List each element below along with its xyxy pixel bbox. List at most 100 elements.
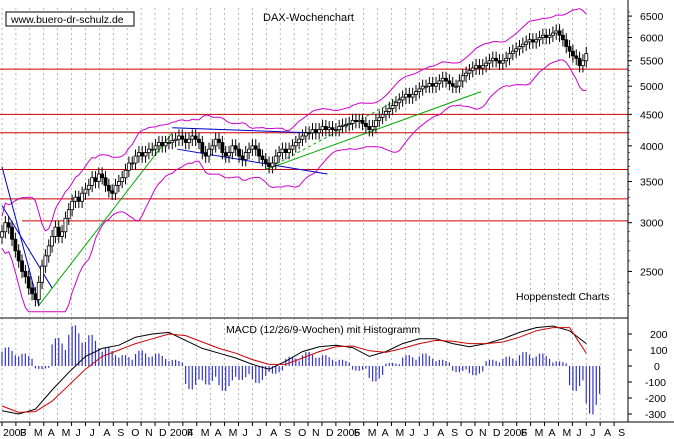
candle-body [537,37,542,41]
candle-body [26,276,31,289]
candle-body [530,39,535,43]
candle-body [554,30,559,34]
candle-body [40,265,44,283]
candle-body [407,93,412,98]
candle-body [70,200,75,211]
website-label[interactable]: www.buero-dr-schulz.de [10,14,124,26]
candle-body [474,65,478,69]
x-tick-label: A [382,427,389,439]
candle-body [167,142,171,144]
x-tick-label: 2006 [504,427,528,439]
candle-body [357,119,362,122]
candle-body [420,85,425,90]
candle-body [564,39,569,47]
candle-body [527,39,532,43]
candle-body [277,152,282,157]
x-tick-label: J [89,427,94,439]
candle-body [126,162,131,171]
macd-y-tick-label: -200 [645,393,666,405]
candle-body [544,34,549,38]
candle-body [86,184,91,190]
x-tick-label: M [535,427,544,439]
candle-body [260,155,265,160]
candle-body [217,138,221,143]
candle-body [63,217,68,233]
candle-body [307,132,312,135]
candle-body [6,222,11,228]
candle-body [287,148,292,153]
uptrend-line-dashed [265,96,403,171]
bollinger-bands [1,8,587,313]
macd-y-tick-label: -300 [645,409,666,421]
candle-body [66,209,71,219]
triangle-upper-line [172,127,310,134]
candle-body [250,145,255,150]
candle-body [30,287,34,295]
x-tick-label: O [298,427,306,439]
candle-body [480,65,485,69]
candle-body [571,50,575,57]
candle-body [207,148,211,157]
candle-body [374,119,378,127]
candle-body [223,152,228,157]
candle-body [440,77,445,82]
candle-body [567,46,572,52]
uptrend-line-2005 [265,91,482,171]
candle-body [370,126,375,131]
x-tick-label: A [215,427,222,439]
candle-body [424,85,428,88]
candle-body [36,281,41,300]
macd-line [1,325,587,415]
candle-body [574,55,579,59]
x-tick-label: O [465,427,473,439]
candle-body [116,181,121,186]
macd-y-axis: -300 -200 -100 0 100 200 [628,329,668,421]
candle-body [500,60,505,64]
x-tick-label: J [576,427,581,439]
weekly-candles [0,24,589,307]
candle-body [230,145,235,153]
candle-body [13,238,18,252]
candle-body [534,39,539,43]
candle-body [43,255,48,267]
candle-body [106,184,111,192]
candle-body [384,111,388,115]
candle-body [73,196,78,202]
x-tick-label: N [479,427,487,439]
x-tick-label: A [437,427,444,439]
candle-body [310,129,315,134]
x-tick-label: M [229,427,238,439]
x-tick-label: S [117,427,124,439]
price-y-tick-label: 5500 [640,56,664,68]
candle-body [414,91,418,95]
x-tick-label: J [409,427,414,439]
candle-body [397,99,402,104]
candle-body [460,75,465,82]
candle-body [517,46,522,50]
candle-body [23,271,28,278]
candle-body [197,138,201,143]
x-tick-label: F [521,427,527,439]
candle-body [76,196,81,202]
x-tick-label: M [62,427,71,439]
price-y-axis: 2500 3000 3500 4000 4500 5000 5500 6000 6500 [628,11,664,306]
candle-body [337,126,342,131]
candle-body [56,226,61,237]
candle-body [80,192,85,202]
x-tick-label: J [76,427,81,439]
candle-body [387,108,392,112]
candle-body [390,105,395,109]
x-tick-label: A [270,427,277,439]
x-tick-label: N [312,427,320,439]
x-tick-label: J [242,427,247,439]
candle-body [180,135,185,140]
candle-body [237,148,241,157]
candle-body [447,80,452,84]
candle-body [584,53,589,62]
resistance-support-lines [0,68,628,222]
candle-body [113,184,118,194]
candle-body [83,188,88,194]
candle-body [367,126,372,131]
candle-body [444,77,448,82]
